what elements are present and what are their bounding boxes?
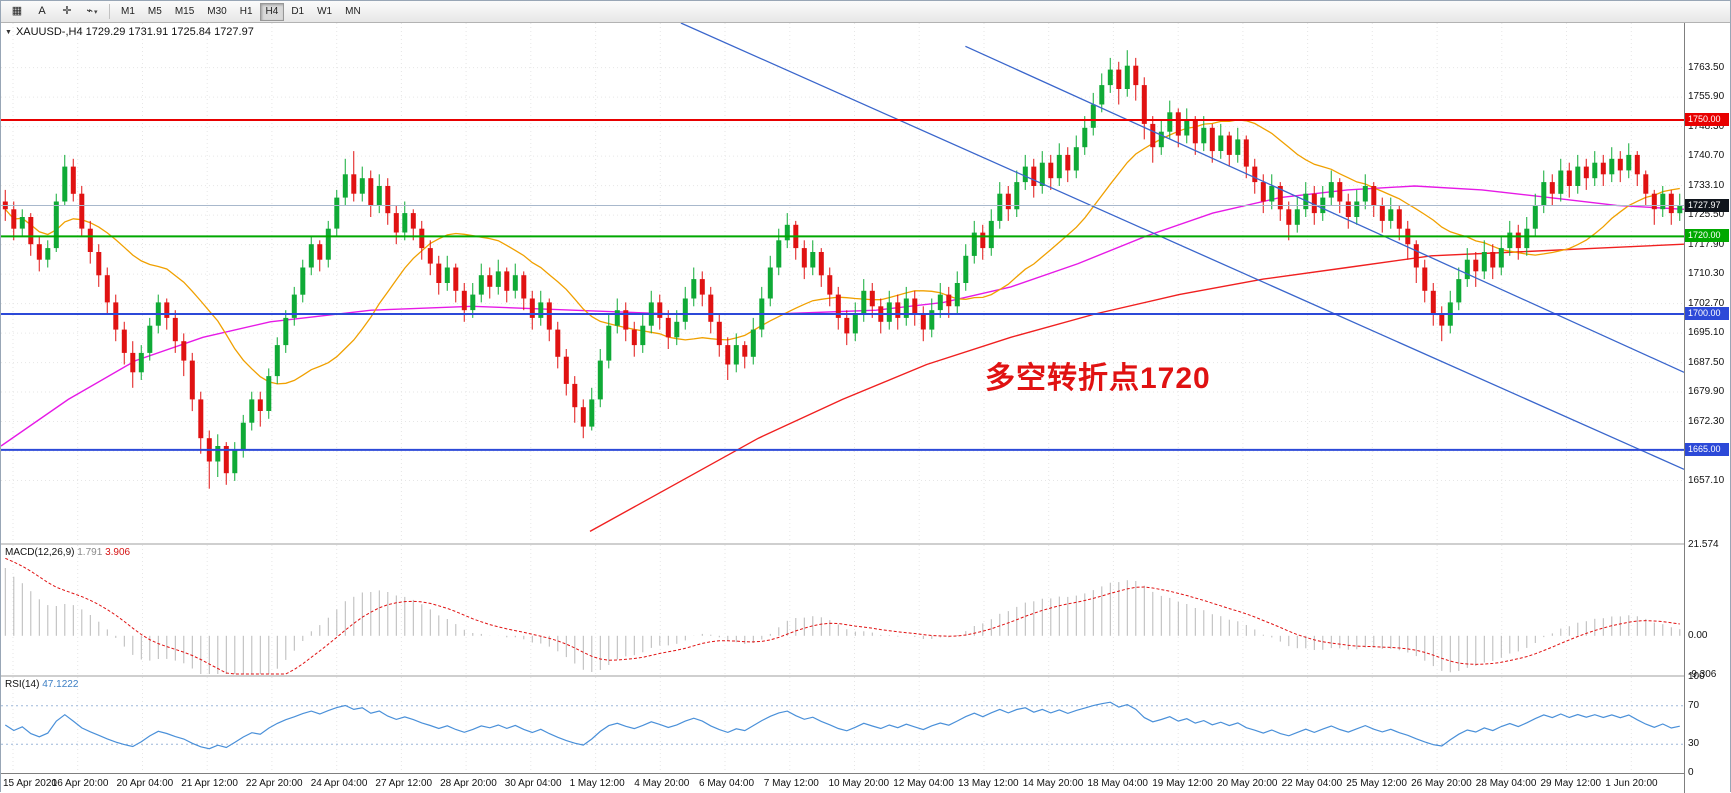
time-axis-label: 7 May 12:00 bbox=[763, 778, 819, 789]
timeframe-button-m15[interactable]: M15 bbox=[169, 3, 200, 21]
macd-label: MACD(12,26,9) 1.791 3.906 bbox=[5, 547, 130, 558]
cursor-tool-icon: A bbox=[38, 5, 46, 17]
symbol-ohlc-text: XAUUSD-,H4 1729.29 1731.91 1725.84 1727.… bbox=[15, 26, 254, 38]
macd-pane[interactable]: MACD(12,26,9) 1.791 3.906 bbox=[1, 543, 1684, 675]
time-axis-label: 27 Apr 12:00 bbox=[375, 778, 433, 789]
time-axis-label: 6 May 04:00 bbox=[699, 778, 755, 789]
rsi-pane[interactable]: RSI(14) 47.1222 bbox=[1, 675, 1684, 773]
rsi-value: 47.1222 bbox=[42, 679, 79, 690]
price-axis-label: 1687.50 bbox=[1688, 356, 1725, 368]
rsi-axis-label: 0 bbox=[1688, 767, 1694, 778]
series-marker-icon: ▼ bbox=[5, 28, 12, 36]
time-axis-label: 4 May 20:00 bbox=[634, 778, 690, 789]
timeframe-button-m5[interactable]: M5 bbox=[142, 3, 168, 21]
price-axis-label: 1679.90 bbox=[1688, 386, 1725, 397]
time-axis-label: 18 May 04:00 bbox=[1087, 778, 1148, 789]
time-axis-label: 19 May 12:00 bbox=[1152, 778, 1213, 789]
rsi-axis-label: 100 bbox=[1688, 671, 1705, 682]
price-axis-label: 1702.70 bbox=[1688, 297, 1725, 309]
price-axis-label: 1717.90 bbox=[1688, 238, 1725, 250]
draw-tools-icon: ⌁ bbox=[86, 5, 94, 17]
time-axis-label: 10 May 20:00 bbox=[828, 778, 890, 789]
rsi-axis-label: 70 bbox=[1688, 699, 1700, 711]
macd-value-signal: 3.906 bbox=[105, 547, 131, 558]
draw-tools-button[interactable]: ⌁ ▾ bbox=[80, 3, 104, 21]
time-axis[interactable]: 15 Apr 2020 16 Apr 20:00 20 Apr 04:00 21 Ap… bbox=[1, 773, 1684, 793]
timeframe-button-mn[interactable]: MN bbox=[339, 3, 367, 21]
macd-axis-label: 0.00 bbox=[1688, 629, 1708, 641]
chevron-down-icon: ▾ bbox=[94, 8, 98, 16]
chart-annotation: 多空转折点1720 bbox=[985, 362, 1211, 395]
macd-axis-label: 21.574 bbox=[1688, 539, 1719, 550]
macd-axis-label: -9.306 bbox=[1688, 669, 1717, 680]
time-axis-label: 16 Apr 20:00 bbox=[51, 778, 109, 789]
price-axis-label: 1755.90 bbox=[1688, 91, 1725, 103]
time-axis-label: 30 Apr 04:00 bbox=[504, 778, 562, 789]
price-level-badge: 1750.00 bbox=[1685, 113, 1729, 126]
price-level-badge: 1720.00 bbox=[1685, 229, 1729, 243]
chart-panes: ▼ XAUUSD-,H4 1729.29 1731.91 1725.84 172… bbox=[1, 23, 1684, 793]
price-axis[interactable]: 1763.50 1755.90 1748.30 1740.70 1733.10 1725.… bbox=[1684, 23, 1730, 793]
main-chart-pane[interactable]: ▼ XAUUSD-,H4 1729.29 1731.91 1725.84 172… bbox=[1, 23, 1684, 543]
time-axis-label: 14 May 20:00 bbox=[1022, 778, 1084, 789]
cursor-tool-button[interactable]: A bbox=[30, 3, 54, 21]
time-axis-label: 15 Apr 2020 bbox=[3, 778, 57, 789]
rsi-name: RSI(14) bbox=[5, 679, 40, 690]
time-axis-label: 20 May 20:00 bbox=[1216, 778, 1278, 789]
time-axis-label: 22 May 04:00 bbox=[1281, 778, 1343, 789]
price-axis-label: 1695.10 bbox=[1688, 327, 1725, 339]
time-axis-label: 12 May 04:00 bbox=[893, 778, 954, 789]
chart-window-icon: ▦ bbox=[11, 5, 23, 17]
time-axis-label: 29 May 12:00 bbox=[1540, 778, 1602, 789]
macd-name: MACD(12,26,9) bbox=[5, 547, 75, 558]
timeframe-button-h4[interactable]: H4 bbox=[259, 2, 285, 21]
timeframe-button-h1[interactable]: H1 bbox=[234, 3, 259, 21]
toolbar: ▦ A ✛ ⌁ ▾ M1 M5 M15 M30 H1 H4 D1 W1 MN bbox=[1, 1, 1730, 23]
price-level-badge: 1665.00 bbox=[1685, 442, 1729, 456]
price-axis-label: 1672.30 bbox=[1688, 415, 1725, 427]
chart-symbol-info: ▼ XAUUSD-,H4 1729.29 1731.91 1725.84 172… bbox=[5, 26, 254, 38]
chart-area: ▼ XAUUSD-,H4 1729.29 1731.91 1725.84 172… bbox=[1, 23, 1730, 793]
rsi-axis-label: 30 bbox=[1688, 738, 1700, 750]
time-axis-label: 1 May 12:00 bbox=[569, 778, 625, 789]
timeframe-group: M1 M5 M15 M30 H1 H4 D1 W1 MN bbox=[115, 2, 367, 21]
crosshair-tool-icon: ✛ bbox=[62, 5, 72, 17]
price-axis-label: 1748.30 bbox=[1688, 120, 1725, 132]
time-axis-label: 1 Jun 20:00 bbox=[1605, 778, 1658, 789]
rsi-label: RSI(14) 47.1222 bbox=[5, 679, 78, 690]
time-axis-label: 13 May 12:00 bbox=[958, 778, 1019, 789]
time-axis-label: 28 May 04:00 bbox=[1475, 778, 1537, 789]
time-axis-label: 28 Apr 20:00 bbox=[440, 778, 497, 789]
chart-window-icon-button[interactable]: ▦ bbox=[5, 3, 29, 21]
rsi-svg bbox=[1, 677, 1684, 773]
crosshair-tool-button[interactable]: ✛ bbox=[55, 3, 79, 21]
price-axis-label: 1710.30 bbox=[1688, 268, 1725, 280]
time-axis-label: 25 May 12:00 bbox=[1346, 778, 1407, 789]
price-axis-label: 1733.10 bbox=[1688, 179, 1725, 191]
time-axis-label: 24 Apr 04:00 bbox=[310, 778, 368, 789]
price-axis-label: 1657.10 bbox=[1688, 474, 1725, 486]
macd-svg bbox=[4, 545, 1681, 675]
price-axis-label: 1763.50 bbox=[1688, 61, 1725, 73]
price-axis-label: 1725.50 bbox=[1688, 209, 1725, 221]
timeframe-button-w1[interactable]: W1 bbox=[311, 3, 338, 21]
timeframe-button-m1[interactable]: M1 bbox=[115, 3, 141, 21]
timeframe-button-m30[interactable]: M30 bbox=[201, 3, 232, 21]
toolbar-separator bbox=[109, 4, 110, 19]
time-axis-label: 20 Apr 04:00 bbox=[116, 778, 174, 789]
price-level-badge: 1700.00 bbox=[1685, 307, 1729, 320]
current-price-badge: 1727.97 bbox=[1685, 198, 1729, 212]
time-axis-label: 22 Apr 20:00 bbox=[245, 778, 303, 789]
main-chart-svg bbox=[1, 23, 1684, 543]
macd-value-main: 1.791 bbox=[77, 547, 103, 558]
timeframe-button-d1[interactable]: D1 bbox=[285, 3, 310, 21]
time-axis-label: 26 May 20:00 bbox=[1411, 778, 1472, 789]
time-axis-label: 21 Apr 12:00 bbox=[181, 778, 238, 789]
price-axis-label: 1740.70 bbox=[1688, 150, 1725, 162]
